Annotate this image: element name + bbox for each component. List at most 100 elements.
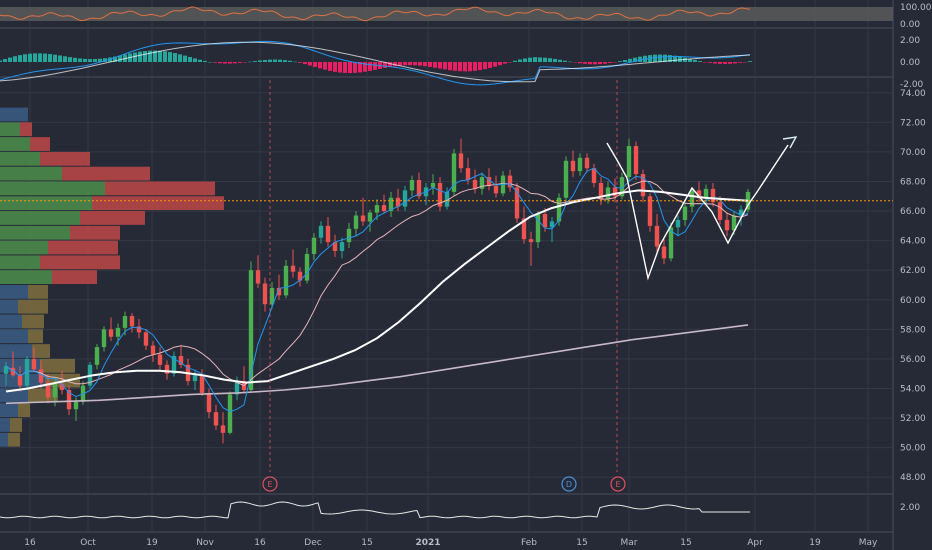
volume-profile-down-bar (22, 314, 44, 329)
macd-histogram-bar (73, 57, 77, 62)
macd-histogram-bar (533, 57, 537, 62)
macd-histogram-bar (383, 62, 387, 68)
date-axis-label: 2021 (415, 538, 440, 548)
candle-body (514, 187, 520, 219)
moving-average-10-line (5, 167, 749, 413)
macd-histogram-bar (168, 52, 172, 62)
candle-body (52, 384, 58, 398)
macd-histogram-bar (68, 57, 72, 62)
macd-histogram-bar (208, 61, 212, 63)
date-axis-label: 15 (361, 538, 372, 548)
volume-profile-down-bar (28, 285, 48, 299)
macd-histogram-bar (663, 54, 667, 62)
macd-signal-line (0, 41, 751, 83)
candle-body (619, 177, 625, 197)
volume-profile-up-bar (0, 329, 28, 344)
date-axis-label: 16 (254, 538, 266, 548)
candle-body (395, 197, 401, 207)
price-tick-label: 72.00 (900, 118, 926, 128)
rsi-line (0, 6, 751, 22)
macd-tick-label: -2.00 (900, 80, 924, 90)
date-axis-label: 16 (24, 538, 36, 548)
volume-profile-down-bar (32, 344, 50, 358)
event-marker-label: E (615, 480, 620, 489)
macd-histogram-bar (448, 62, 452, 71)
lower-tick-label: 2.00 (900, 503, 920, 513)
macd-histogram-bar (223, 62, 227, 64)
macd-histogram-bar (423, 62, 427, 67)
volume-profile-up-bar (0, 122, 20, 137)
macd-histogram-bar (288, 60, 292, 62)
macd-histogram-bar (498, 62, 502, 66)
candle-body (724, 219, 730, 231)
macd-histogram-bar (178, 54, 182, 62)
candle-body (703, 188, 709, 198)
candle-body (290, 265, 296, 272)
macd-histogram-bar (393, 62, 397, 67)
macd-histogram-bar (523, 58, 527, 62)
candle-body (304, 253, 310, 281)
candle-body (738, 209, 744, 216)
macd-histogram-bar (118, 55, 122, 62)
date-axis-label: 15 (576, 538, 587, 548)
macd-histogram-bar (593, 62, 597, 65)
macd-histogram-bar (138, 51, 142, 62)
event-marker-label: D (566, 480, 572, 489)
lower-indicator-line (0, 501, 750, 519)
volume-profile-down-bar (28, 329, 43, 344)
macd-histogram-bar (398, 62, 402, 66)
candle-body (150, 345, 156, 355)
candle-body (31, 358, 37, 370)
candle-body (591, 168, 597, 183)
candle-body (535, 214, 541, 243)
macd-histogram-bar (388, 62, 392, 68)
candle-body (269, 287, 275, 305)
macd-histogram-bar (33, 53, 37, 62)
macd-histogram-bar (298, 62, 302, 63)
candle-body (374, 205, 380, 213)
candle-body (717, 202, 723, 220)
candle-body (416, 180, 422, 197)
candle-body (626, 146, 632, 178)
candle-body (10, 367, 16, 376)
candle-body (577, 157, 583, 172)
price-tick-label: 58.00 (900, 325, 926, 335)
candle-body (633, 146, 639, 175)
macd-histogram-bar (573, 62, 577, 63)
candle-body (255, 270, 261, 284)
macd-histogram-bar (113, 56, 117, 62)
moving-average-20-line (5, 180, 749, 387)
macd-histogram-bar (743, 62, 747, 63)
macd-histogram-bar (83, 58, 87, 62)
candle-body (563, 160, 569, 198)
macd-histogram-bar (528, 57, 532, 62)
macd-histogram-bar (608, 62, 612, 64)
macd-histogram-bar (428, 62, 432, 67)
macd-histogram-bar (293, 61, 297, 63)
candle-body (472, 180, 478, 189)
macd-histogram-bar (408, 62, 412, 66)
macd-histogram-bar (308, 62, 312, 66)
candle-body (45, 382, 51, 398)
candle-body (458, 153, 464, 169)
moving-average-50-line (5, 189, 749, 393)
macd-histogram-bar (103, 58, 107, 62)
rsi-tick-label: 100.00 (900, 3, 932, 13)
volume-profile-up-bar (0, 225, 70, 240)
macd-histogram-bar (543, 57, 547, 62)
candle-body (451, 153, 457, 192)
date-axis-label: 19 (809, 538, 821, 548)
candle-body (654, 225, 660, 247)
volume-profile-down-bar (20, 122, 32, 137)
moving-average-200-line (5, 324, 749, 405)
macd-tick-label: 2.00 (900, 36, 920, 46)
candle-body (486, 177, 492, 186)
macd-histogram-bar (483, 62, 487, 70)
macd-histogram-bar (363, 62, 367, 72)
macd-histogram-bar (273, 59, 277, 62)
rsi-band (0, 7, 893, 21)
macd-histogram-bar (538, 57, 542, 62)
volume-profile-up-bar (0, 137, 30, 151)
